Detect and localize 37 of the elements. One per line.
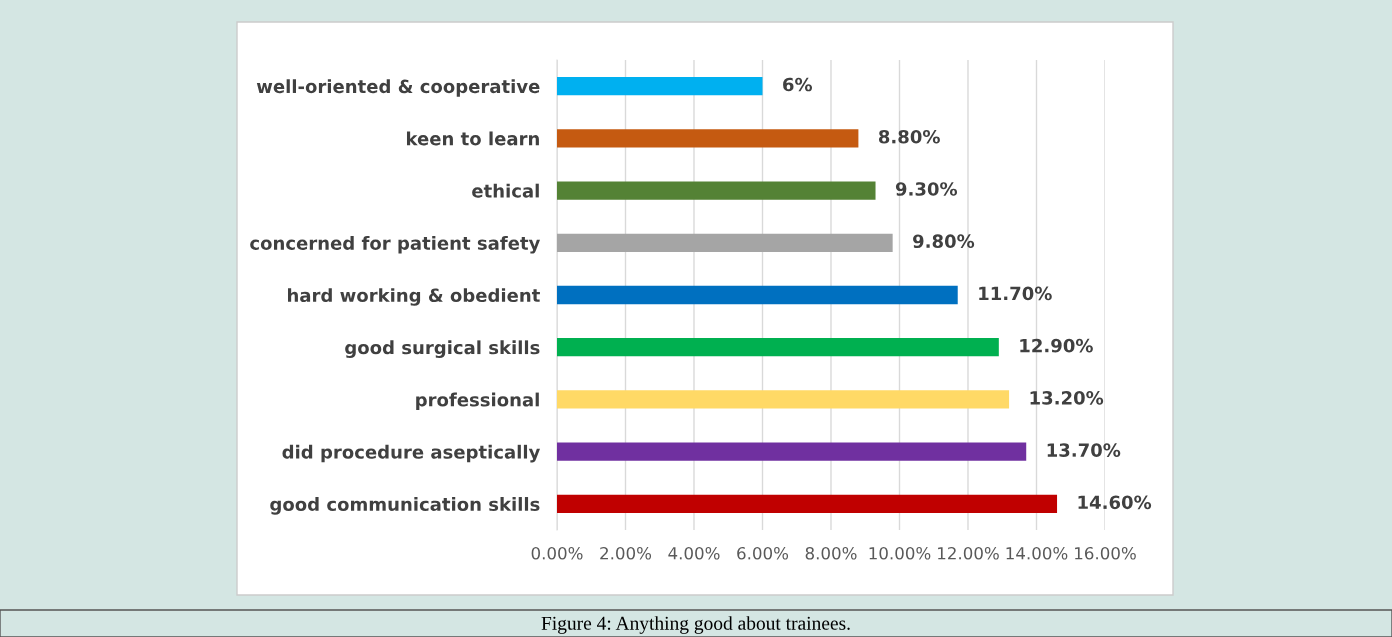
- bar: [557, 338, 999, 357]
- y-tick-label: keen to learn: [406, 131, 539, 146]
- y-tick-label: did procedure aseptically: [282, 444, 541, 463]
- y-tick-label: good surgical skills: [345, 340, 540, 358]
- x-tick-label: 8.00%: [805, 546, 857, 560]
- y-tick-label: ethical: [472, 183, 539, 198]
- x-tick-label: 14.00%: [1006, 546, 1068, 560]
- x-tick-label: 16.00%: [1075, 546, 1136, 560]
- bar: [557, 76, 763, 96]
- x-tick-label: 4.00%: [668, 546, 720, 560]
- x-tick-label: 0.00%: [531, 546, 583, 560]
- caption: Figure 4: Anything good about trainees.: [541, 616, 850, 634]
- data-label: 13.70%: [1047, 443, 1121, 457]
- y-tick-label: professional: [416, 392, 539, 411]
- data-label: 11.70%: [979, 286, 1052, 301]
- y-tick-label: concerned for patient safety: [250, 235, 541, 254]
- bar: [557, 390, 1010, 409]
- y-tick-label: good communication skills: [270, 497, 540, 515]
- data-label: 8.80%: [878, 129, 940, 144]
- data-label: 14.60%: [1078, 495, 1152, 510]
- bar: [557, 494, 1058, 514]
- bar: [557, 442, 1027, 461]
- bar: [557, 181, 876, 200]
- data-label: 12.90%: [1020, 338, 1093, 353]
- bar: [557, 233, 893, 252]
- data-label: 9.80%: [913, 234, 975, 249]
- y-tick-label: hard working & obedient: [288, 288, 540, 306]
- data-label: 6%: [783, 77, 813, 92]
- bar: [557, 285, 958, 305]
- x-tick-label: 2.00%: [600, 546, 652, 560]
- data-label: 13.20%: [1030, 391, 1104, 405]
- bar: [557, 129, 859, 148]
- x-tick-label: 6.00%: [737, 546, 789, 560]
- x-tick-label: 12.00%: [938, 546, 999, 560]
- x-tick-label: 10.00%: [869, 546, 931, 560]
- data-label: 9.30%: [895, 182, 958, 196]
- y-tick-label: well-oriented & cooperative: [256, 79, 540, 97]
